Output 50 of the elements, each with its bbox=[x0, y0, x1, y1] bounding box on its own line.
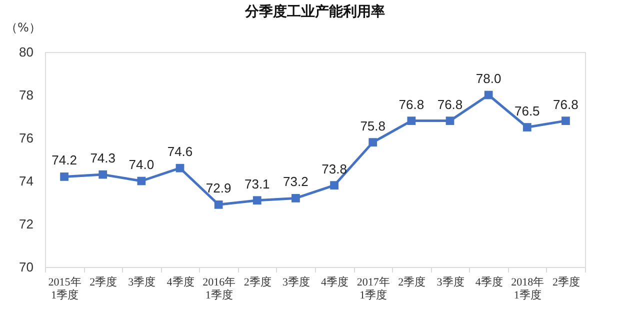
data-label: 78.0 bbox=[476, 71, 502, 86]
data-label: 76.5 bbox=[514, 103, 540, 118]
point bbox=[484, 90, 493, 100]
x-tick-label: 4季度 bbox=[321, 276, 349, 288]
data-label: 76.8 bbox=[398, 96, 424, 112]
chart-title: 分季度工业产能利用率 bbox=[244, 3, 385, 20]
point bbox=[407, 116, 416, 125]
point bbox=[330, 181, 338, 190]
point bbox=[60, 172, 68, 181]
x-tick-label: 2015年 1季度 bbox=[48, 276, 82, 302]
x-tick-label: 4季度 bbox=[475, 276, 503, 288]
x-tick-label: 3季度 bbox=[436, 276, 464, 288]
y-tick-label: 80 bbox=[19, 44, 34, 60]
y-tick-label: 78 bbox=[19, 88, 34, 102]
x-tick-label: 2季度 bbox=[244, 276, 272, 288]
x-tick-label: 4季度 bbox=[166, 276, 194, 288]
point bbox=[252, 196, 262, 205]
x-tick-label: 2季度 bbox=[552, 276, 580, 288]
point bbox=[446, 116, 454, 125]
point bbox=[562, 116, 570, 125]
y-tick-label: 70 bbox=[19, 260, 34, 274]
data-label: 74.0 bbox=[128, 157, 154, 172]
point bbox=[522, 123, 532, 132]
x-tick-label: 2季度 bbox=[90, 276, 118, 288]
data-label: 73.2 bbox=[283, 174, 308, 190]
point bbox=[98, 170, 108, 179]
x-tick-label: 3季度 bbox=[128, 276, 156, 288]
point bbox=[214, 200, 223, 209]
data-label: 73.8 bbox=[322, 161, 347, 176]
data-label: 74.2 bbox=[52, 152, 77, 168]
x-tick-label: 2018年 1季度 bbox=[511, 276, 544, 302]
data-label: 76.8 bbox=[437, 96, 463, 112]
x-tick-label: 3季度 bbox=[282, 276, 310, 288]
data-label: 76.8 bbox=[553, 96, 578, 112]
x-tick-label: 2017年 1季度 bbox=[356, 276, 390, 302]
data-label: 73.1 bbox=[244, 176, 270, 192]
data-label: 74.3 bbox=[90, 150, 116, 166]
x-tick-label: 2016年 1季度 bbox=[202, 276, 236, 302]
data-label: 74.6 bbox=[167, 144, 193, 160]
point bbox=[368, 138, 378, 146]
y-tick-label: 74 bbox=[19, 174, 34, 188]
x-tick-label: 2季度 bbox=[398, 276, 426, 288]
data-label: 72.9 bbox=[206, 180, 232, 196]
y-tick-label: 76 bbox=[19, 130, 34, 146]
y-axis-title: （%） bbox=[6, 20, 41, 34]
y-tick-label: 72 bbox=[19, 216, 34, 232]
point bbox=[176, 164, 184, 172]
point bbox=[137, 176, 146, 186]
point bbox=[292, 194, 300, 202]
data-label: 75.8 bbox=[360, 118, 386, 134]
